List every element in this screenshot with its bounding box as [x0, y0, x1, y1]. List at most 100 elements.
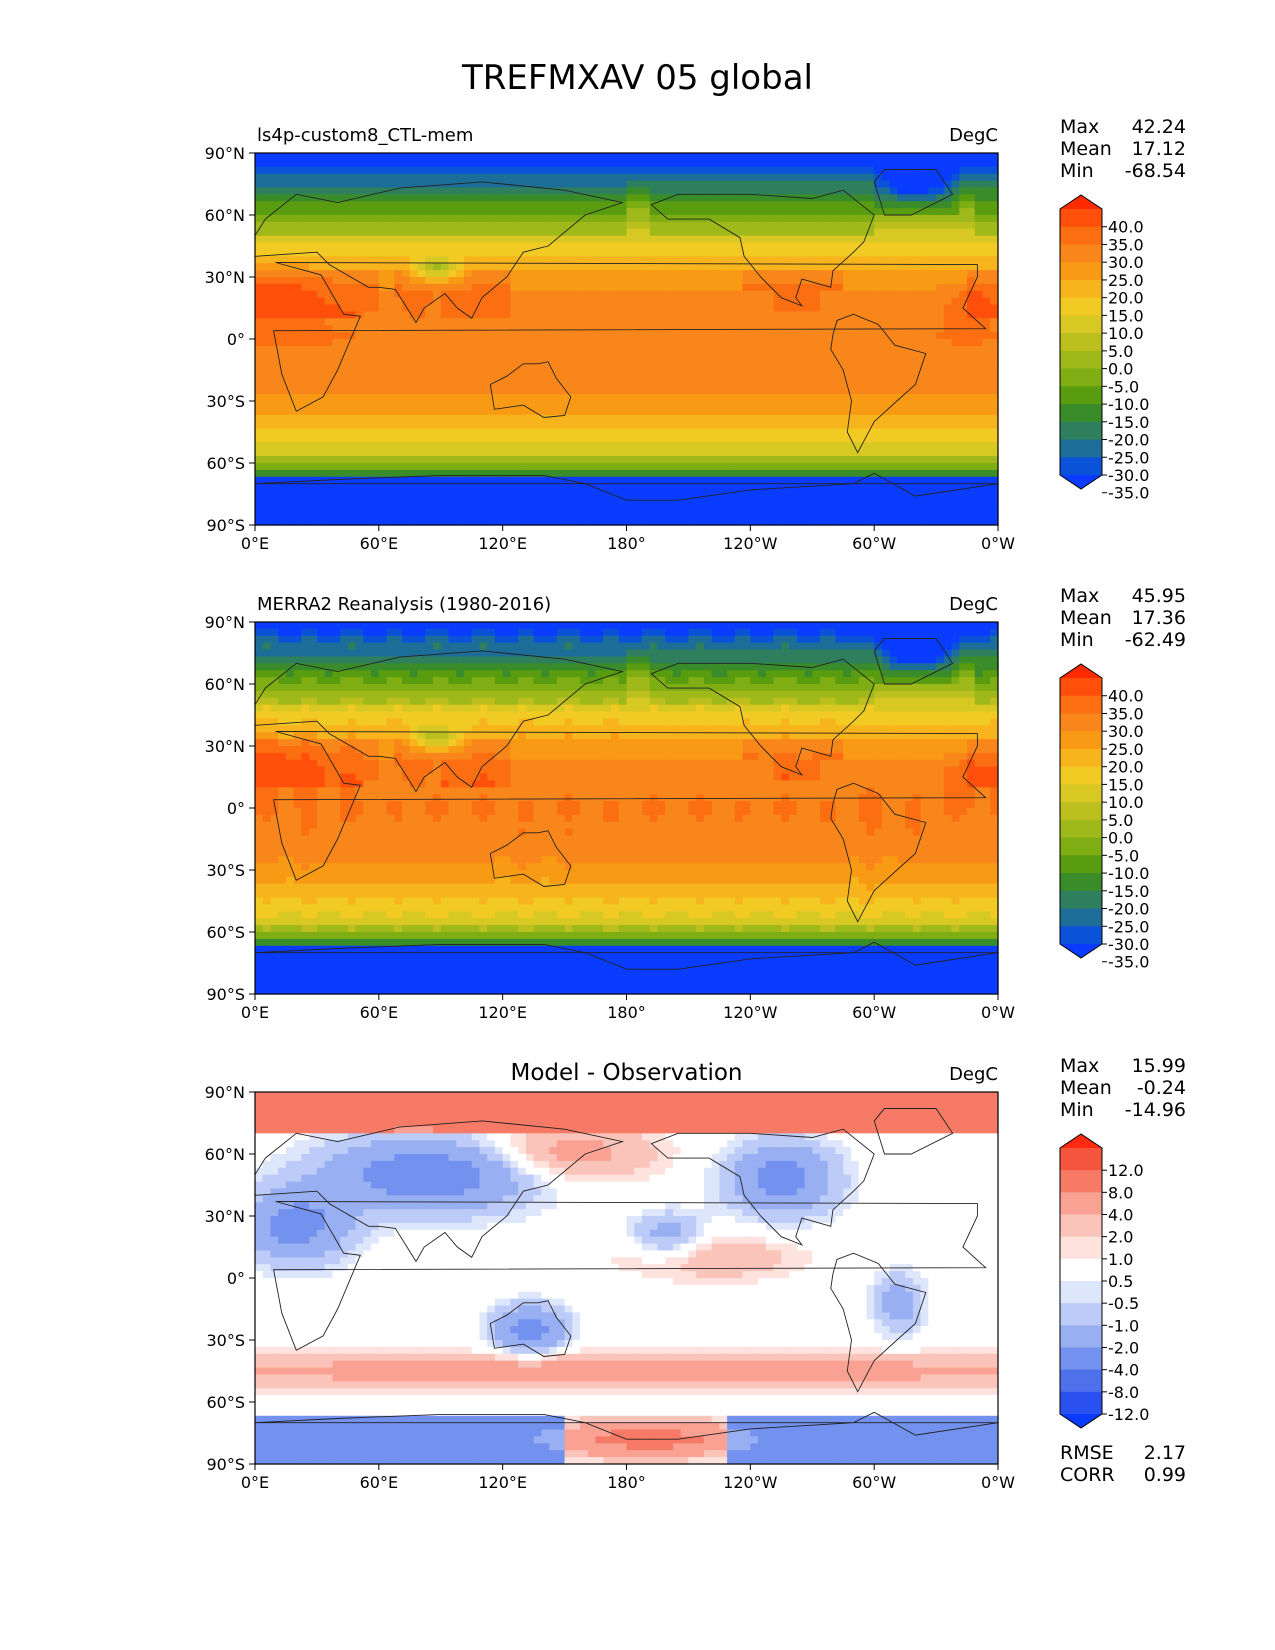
x-tick-label: 60°E — [360, 1473, 398, 1492]
colorbar-label: -10.0 — [1108, 864, 1149, 883]
colorbar-segment — [1060, 802, 1102, 821]
coastline — [489, 361, 572, 418]
x-tick-label: 0°W — [981, 1003, 1015, 1022]
stat-label: CORR — [1060, 1464, 1115, 1486]
y-tick-label: 60°S — [206, 1393, 245, 1412]
coastline — [873, 638, 954, 685]
colorbar-segment — [1060, 695, 1102, 714]
map-field-obs — [255, 622, 999, 995]
x-tick-label: 120°E — [478, 1003, 527, 1022]
colorbar-segment — [1060, 766, 1102, 785]
y-tick-label: 60°S — [206, 923, 245, 942]
colorbar-segment — [1060, 333, 1102, 352]
coastline — [830, 313, 927, 454]
colorbar-label: 30.0 — [1108, 253, 1144, 272]
y-tick-label: 0° — [227, 330, 245, 349]
x-tick-label: 60°E — [360, 534, 398, 553]
stat-value: -68.54 — [1125, 160, 1186, 182]
colorbar-label: 2.0 — [1108, 1228, 1133, 1247]
colorbar-label: 1.0 — [1108, 1250, 1133, 1269]
stat-label: Min — [1060, 160, 1094, 182]
x-tick-label: 180° — [607, 1473, 646, 1492]
colorbar-extend-bottom — [1060, 475, 1102, 489]
coastline — [254, 1120, 625, 1263]
x-tick-label: 0°E — [241, 1473, 269, 1492]
map-panel-model: 0°E 60°E 120°E 180° 120°W 60°W 0°W 90°N 60°N 30°N… — [205, 116, 1186, 553]
colorbar-label: 4.0 — [1108, 1206, 1133, 1225]
stat-value: 17.12 — [1132, 138, 1186, 160]
colorbar-diff: 12.0 8.0 4.0 2.0 1.0 0.5 -0.5 -1.0 -2.0 -4.0 -8.0 -… — [1059, 1133, 1149, 1429]
colorbar-segment — [1060, 1281, 1102, 1304]
stat-label: Min — [1060, 629, 1094, 651]
stat-label: RMSE — [1060, 1442, 1114, 1464]
stat-value: 17.36 — [1132, 607, 1186, 629]
x-tick-label: 0°E — [241, 1003, 269, 1022]
colorbar-segment — [1060, 908, 1102, 927]
colorbar-label: -25.0 — [1108, 917, 1149, 936]
colorbar-obs: 40.035.030.025.020.015.010.05.00.0-5.0-1… — [1059, 663, 1149, 972]
coastline — [830, 782, 927, 923]
colorbar-segment — [1060, 1303, 1102, 1326]
colorbar-segment — [1060, 226, 1102, 245]
x-tick-label: 60°W — [852, 1003, 896, 1022]
stat-label: Max — [1060, 585, 1099, 607]
map-field-model — [255, 153, 999, 526]
x-tick-label: 60°E — [360, 1003, 398, 1022]
stat-value: -0.24 — [1137, 1077, 1186, 1099]
colorbar-segment — [1060, 890, 1102, 910]
colorbar-label: 15.0 — [1108, 775, 1144, 794]
panel-units: DegC — [949, 1064, 998, 1085]
coastline — [273, 731, 987, 881]
x-tick-label: 180° — [607, 534, 646, 553]
colorbar-label: 15.0 — [1108, 306, 1144, 325]
colorbar-segment — [1060, 731, 1102, 750]
colorbar-label: -30.0 — [1108, 935, 1149, 954]
coastline — [254, 181, 625, 324]
colorbar-segment — [1060, 350, 1102, 370]
colorbar-segment — [1060, 386, 1102, 405]
y-tick-label: 30°S — [206, 1331, 245, 1350]
coastline — [830, 1252, 927, 1393]
panel-title: ls4p-custom8_CTL-mem — [257, 125, 473, 146]
coastline — [873, 1108, 954, 1155]
coastline — [273, 1201, 987, 1351]
stat-value: 0.99 — [1144, 1464, 1186, 1486]
y-tick-label: 30°S — [206, 392, 245, 411]
y-tick-label: 90°S — [206, 985, 245, 1004]
colorbar-label: 20.0 — [1108, 289, 1144, 308]
map-panel-obs: 0°E 60°E 120°E 180° 120°W 60°W 0°W 90°N 60°N 30°N… — [205, 585, 1186, 1022]
colorbar-segment — [1060, 421, 1102, 441]
y-tick-label: 90°N — [205, 1083, 245, 1102]
figure-title: TREFMXAV 05 global — [462, 58, 813, 98]
colorbar-segment — [1060, 1236, 1102, 1260]
coastline — [650, 1128, 875, 1246]
stat-label: Max — [1060, 116, 1099, 138]
stat-value: -62.49 — [1125, 629, 1186, 651]
x-tick-label: 0°E — [241, 534, 269, 553]
colorbar-label: 10.0 — [1108, 793, 1144, 812]
colorbar-label: -4.0 — [1108, 1361, 1139, 1380]
colorbar-extend-top — [1060, 664, 1102, 678]
colorbar-label: -25.0 — [1108, 448, 1149, 467]
colorbar-segment — [1060, 457, 1102, 476]
colorbar-label: -30.0 — [1108, 466, 1149, 485]
colorbar-label: 8.0 — [1108, 1183, 1133, 1202]
y-tick-label: 0° — [227, 799, 245, 818]
y-tick-label: 60°N — [205, 1145, 245, 1164]
x-tick-label: 0°W — [981, 534, 1015, 553]
colorbar-segment — [1060, 1192, 1102, 1215]
colorbar-label: 5.0 — [1108, 811, 1133, 830]
colorbar-label: 5.0 — [1108, 342, 1133, 361]
colorbar-segment — [1060, 297, 1102, 316]
colorbar-segment — [1060, 873, 1102, 892]
colorbar-segment — [1060, 1347, 1102, 1371]
colorbar-label: 40.0 — [1108, 687, 1144, 706]
colorbar-label: -20.0 — [1108, 900, 1149, 919]
panel-units: DegC — [949, 594, 998, 615]
coastline — [650, 189, 875, 307]
colorbar-label: 10.0 — [1108, 324, 1144, 343]
x-tick-label: 120°E — [478, 1473, 527, 1492]
stat-value: 2.17 — [1144, 1442, 1186, 1464]
x-tick-label: 60°W — [852, 1473, 896, 1492]
